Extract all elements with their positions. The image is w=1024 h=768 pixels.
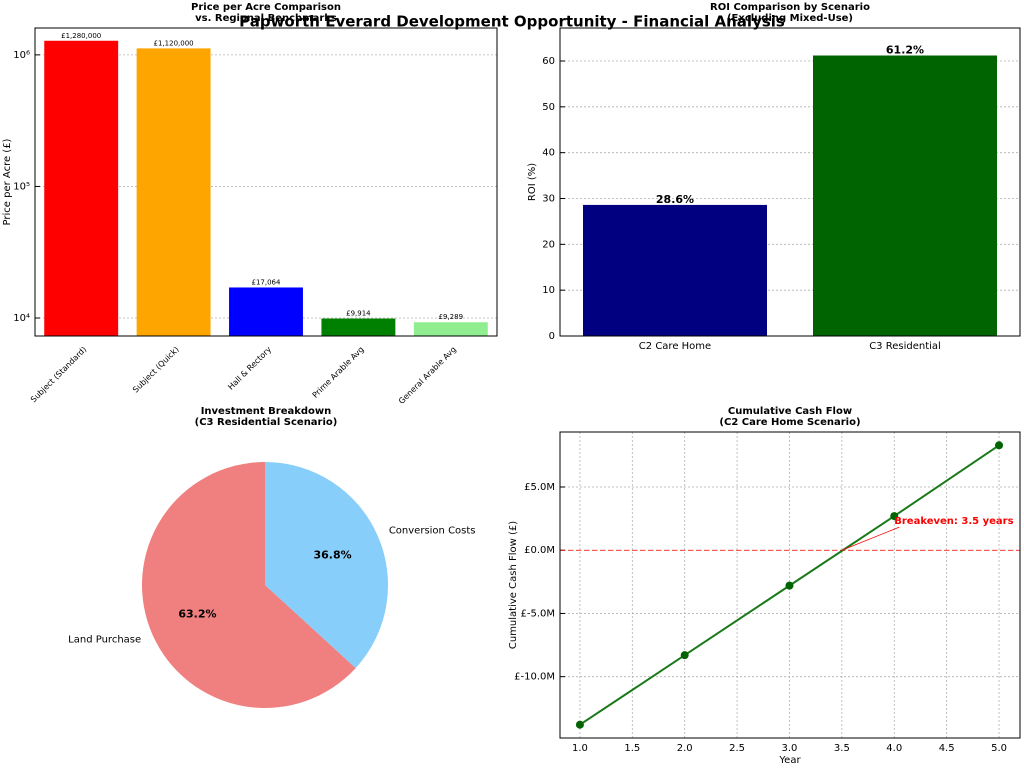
y-tick-label: 10	[542, 285, 555, 296]
x-tick-label: C3 Residential	[869, 341, 941, 352]
bar-value-label: £9,914	[346, 310, 371, 318]
bar	[813, 55, 997, 336]
figure-title: Papworth Everard Development Opportunity…	[239, 13, 785, 31]
chart-title: Price per Acre Comparison	[191, 2, 341, 13]
x-tick-label: Prime Arable Avg	[311, 345, 366, 400]
point	[890, 512, 899, 521]
annotation: Breakeven: 3.5 years	[894, 516, 1013, 527]
y-tick-label: £-5.0M	[520, 608, 555, 619]
y-tick-label: 10⁴	[13, 313, 30, 324]
x-tick-label: 2.5	[729, 743, 745, 754]
axes-frame	[559, 27, 1021, 337]
y-tick-label: £-10.0M	[514, 672, 555, 683]
point	[680, 651, 689, 660]
x-tick-label: 5.0	[991, 743, 1007, 754]
x-tick-label: 3.5	[834, 743, 850, 754]
x-tick-label: Hall & Rectory	[226, 345, 273, 392]
slice-label: Land Purchase	[68, 635, 141, 646]
bar	[136, 48, 211, 336]
y-tick-label: 30	[542, 194, 555, 205]
chart-title: ROI Comparison by Scenario	[710, 2, 870, 13]
x-tick-label: 2.0	[677, 743, 693, 754]
slice-value-label: 36.8%	[313, 548, 351, 561]
y-tick-label: 10⁵	[13, 181, 30, 192]
chart-title: Investment Breakdown	[201, 406, 332, 417]
x-tick-label: Subject (Quick)	[131, 345, 181, 395]
y-tick-label: 50	[542, 102, 555, 113]
chart-title: (C2 Care Home Scenario)	[719, 417, 860, 428]
bar-value-label: 28.6%	[656, 193, 694, 206]
x-tick-label: 1.0	[572, 743, 588, 754]
x-tick-label: General Arable Avg	[397, 345, 458, 406]
x-tick-label: 1.5	[624, 743, 640, 754]
bar	[413, 322, 488, 336]
x-tick-label: C2 Care Home	[639, 341, 711, 352]
x-tick-label: Subject (Standard)	[29, 345, 88, 404]
bar-value-label: £17,064	[252, 278, 281, 286]
y-tick-label: 10⁶	[13, 50, 30, 61]
pie-slice	[141, 461, 356, 709]
y-tick-label: 40	[542, 148, 555, 159]
bar	[321, 318, 396, 336]
chart-title: vs. Regional Benchmarks	[195, 13, 337, 24]
pie-slice	[265, 462, 388, 669]
slice-label: Conversion Costs	[389, 525, 476, 536]
bar-value-label: £1,120,000	[154, 39, 194, 47]
chart-title: (Excluding Mixed-Use)	[727, 13, 853, 24]
bar	[229, 287, 303, 336]
x-axis-label: Year	[778, 755, 801, 766]
y-tick-label: 20	[542, 239, 555, 250]
x-tick-label: 4.5	[939, 743, 955, 754]
bar-value-label: £1,280,000	[61, 32, 101, 40]
bar	[44, 40, 119, 336]
y-axis-label: Price per Acre (£)	[2, 138, 13, 225]
x-tick-label: 3.0	[782, 743, 798, 754]
annotation-arrow	[841, 526, 900, 551]
chart-title: Cumulative Cash Flow	[728, 406, 852, 417]
chart-title: (C3 Residential Scenario)	[195, 417, 338, 428]
y-tick-label: £0.0M	[524, 545, 555, 556]
point	[785, 581, 794, 590]
axes-frame	[34, 27, 498, 337]
y-tick-label: 60	[542, 56, 555, 67]
bar-value-label: £9,289	[439, 313, 464, 321]
point	[995, 441, 1004, 450]
x-tick-label: 4.0	[886, 743, 902, 754]
y-axis-label: Cumulative Cash Flow (£)	[508, 521, 519, 649]
slice-value-label: 63.2%	[178, 608, 216, 621]
axes-frame	[559, 431, 1021, 739]
point	[575, 720, 584, 729]
y-tick-label: £5.0M	[524, 482, 555, 493]
y-axis-label: ROI (%)	[527, 163, 538, 201]
bar-value-label: 61.2%	[886, 44, 924, 57]
y-tick-label: 0	[549, 331, 555, 342]
bar	[583, 204, 767, 336]
